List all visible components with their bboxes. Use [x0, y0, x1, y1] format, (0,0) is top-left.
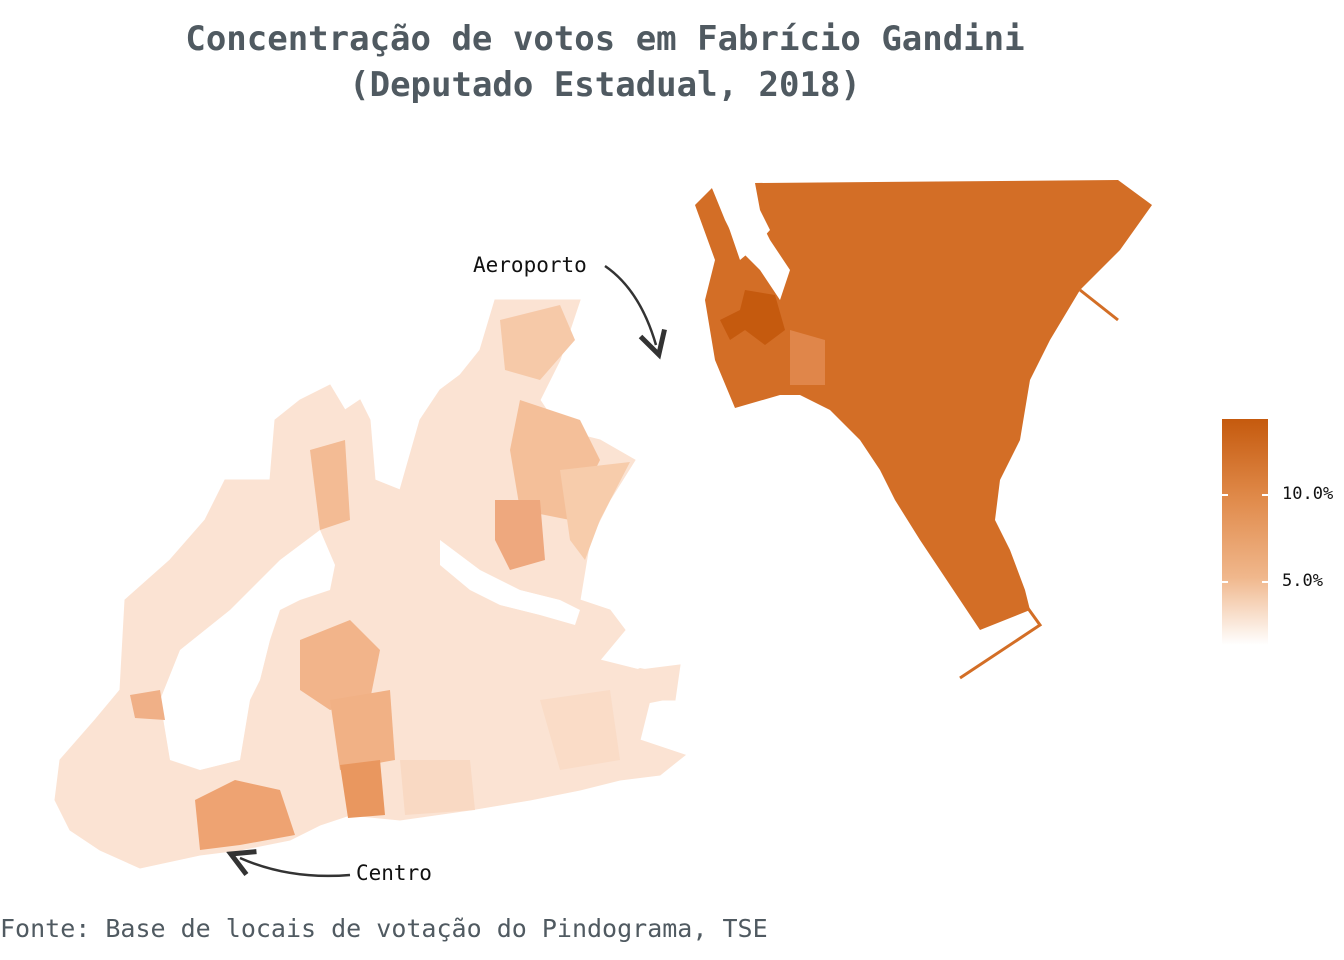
district-south-mid [400, 760, 475, 815]
legend-tick-5-right [1262, 581, 1268, 583]
district-middle [300, 620, 380, 710]
legend-tick-5 [1222, 581, 1228, 583]
district-west-arm [310, 440, 350, 530]
river-channel [440, 540, 580, 625]
main-island [54, 299, 687, 869]
legend-label-10: 10.0% [1282, 484, 1334, 504]
aeroporto-channel [712, 175, 790, 300]
district-southeast [540, 690, 620, 770]
annotation-aeroporto-label: Aeroporto [473, 253, 587, 277]
annotation-aeroporto: Aeroporto [473, 253, 656, 345]
annotation-centro-arrow [240, 858, 351, 878]
source-caption: Fonte: Base de locais de votação do Pind… [0, 914, 768, 943]
aeroporto-subdistrict-light [790, 330, 825, 385]
annotation-centro: Centro [240, 858, 432, 885]
legend-tick-10-right [1262, 494, 1268, 496]
district-central [330, 690, 395, 770]
aeroporto-outline [695, 180, 1152, 630]
district-centro-highlight [340, 760, 385, 818]
aeroporto-pier [959, 599, 1043, 680]
district-centro-strip [195, 780, 295, 850]
legend-label-5: 5.0% [1282, 571, 1323, 591]
chart-title: Concentração de votos em Fabrício Gandin… [0, 16, 1210, 108]
district-north [500, 305, 575, 380]
aeroporto-jetty [1079, 288, 1119, 322]
aeroporto-region [695, 175, 1152, 680]
legend-tick-10 [1222, 494, 1228, 496]
legend-colorbar [1222, 419, 1268, 645]
title-line-1: Concentração de votos em Fabrício Gandin… [185, 19, 1025, 59]
aeroporto-subdistrict-dark [720, 290, 785, 345]
district-east-inner [495, 500, 545, 570]
annotation-centro-label: Centro [356, 861, 432, 885]
district-east-coast [560, 462, 630, 560]
inner-bay [160, 530, 335, 770]
island-east-small [612, 668, 665, 705]
annotation-aeroporto-arrow [604, 264, 656, 345]
title-line-2: (Deputado Estadual, 2018) [349, 65, 861, 105]
district-west-small [130, 690, 165, 720]
